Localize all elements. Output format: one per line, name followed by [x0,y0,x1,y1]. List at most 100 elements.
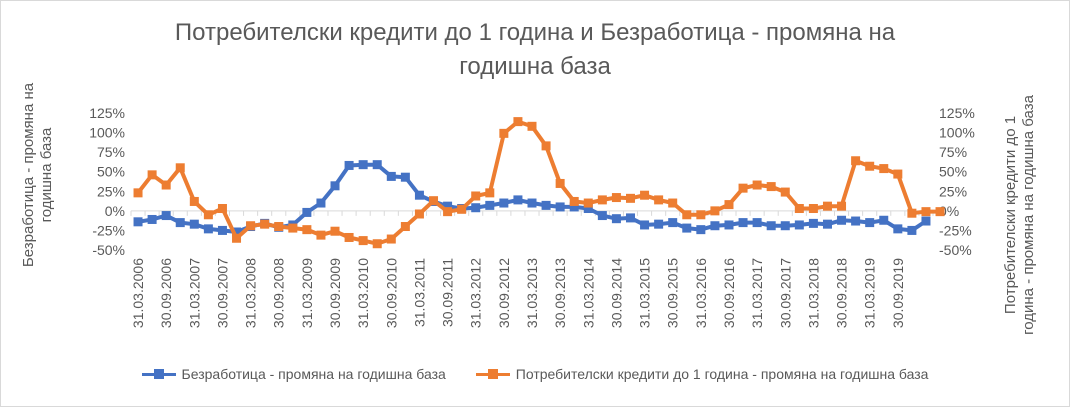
x-tick-label: 30.09.2018 [834,258,850,328]
series-marker-unemployment [203,224,213,234]
series-marker-unemployment [625,213,635,223]
series-marker-unemployment [921,216,931,226]
series-marker-consumer-credit [766,182,776,192]
series-marker-consumer-credit [808,204,818,214]
series-marker-consumer-credit [372,239,382,249]
series-marker-unemployment [696,225,706,235]
series-marker-unemployment [386,171,396,181]
series-marker-consumer-credit [597,195,607,205]
series-marker-consumer-credit [541,141,551,151]
series-marker-unemployment [161,211,171,221]
right-y-tick-label: 125% [939,105,975,121]
series-marker-consumer-credit [443,207,453,217]
series-marker-consumer-credit [232,233,242,243]
x-tick-label: 31.03.2018 [805,258,821,328]
series-marker-consumer-credit [724,200,734,210]
series-marker-unemployment [400,172,410,182]
x-tick-label: 30.09.2013 [552,258,568,328]
series-marker-consumer-credit [457,204,467,214]
x-tick-label: 31.03.2015 [637,258,653,328]
series-line-consumer-credit [136,119,940,246]
left-y-tick-label: 0% [105,203,125,219]
series-marker-consumer-credit [921,207,931,217]
series-marker-unemployment [851,216,861,226]
series-marker-unemployment [808,218,818,228]
series-marker-consumer-credit [175,163,185,173]
chart-legend: Безработица - промяна на годишна база По… [0,366,1070,382]
chart-title: Потребителски кредити до 1 година и Безр… [0,16,1070,84]
series-marker-unemployment [541,200,551,210]
x-tick-label: 30.09.2010 [383,258,399,328]
series-marker-consumer-credit [288,223,298,233]
series-marker-unemployment [232,227,242,237]
left-y-tick-label: 100% [89,125,125,141]
x-tick-label: 30.09.2008 [271,258,287,328]
series-marker-consumer-credit [302,225,312,235]
series-marker-unemployment [485,200,495,210]
series-marker-consumer-credit [794,204,804,214]
series-marker-consumer-credit [499,128,509,138]
x-tick-label: 30.09.2014 [608,258,624,328]
x-tick-label: 31.03.2019 [862,258,878,328]
series-marker-unemployment [583,204,593,214]
x-tick-label: 31.03.2008 [243,258,259,328]
series-marker-consumer-credit [203,210,213,220]
series-marker-unemployment [640,220,650,230]
right-y-tick-label: 25% [939,183,967,199]
x-tick-label: 30.09.2011 [440,258,456,327]
legend-marker-consumer-credit [487,369,498,379]
series-marker-consumer-credit [555,178,565,188]
series-marker-consumer-credit [330,226,340,236]
series-marker-consumer-credit [780,187,790,197]
x-tick-label: 30.09.2012 [496,258,512,328]
series-marker-unemployment [569,202,579,212]
series-marker-consumer-credit [358,236,368,246]
x-tick-label: 30.09.2016 [721,258,737,328]
chart-title-line-1: Потребителски кредити до 1 година и Безр… [174,19,896,46]
x-tick-label: 31.03.2013 [524,258,540,328]
series-marker-unemployment [654,219,664,229]
x-tick-label: 31.03.2017 [749,258,765,328]
series-marker-unemployment [527,198,537,208]
series-marker-unemployment [780,221,790,231]
series-marker-unemployment [175,218,185,228]
series-marker-consumer-credit [386,234,396,244]
series-line-unemployment [137,162,928,234]
legend-item-unemployment: Безработица - промяна на годишна база [141,366,446,382]
x-tick-label: 31.03.2011 [411,258,427,327]
series-marker-consumer-credit [133,188,143,198]
x-tick-label: 30.09.2009 [327,258,343,328]
series-marker-unemployment [555,202,565,212]
series-marker-consumer-credit [738,183,748,193]
x-tick-label: 31.03.2010 [355,258,371,328]
series-marker-consumer-credit [625,193,635,203]
series-marker-unemployment [668,218,678,228]
right-y-tick-label: 100% [939,125,975,141]
series-marker-consumer-credit [907,208,917,218]
series-marker-consumer-credit [513,117,523,127]
series-marker-unemployment [330,181,340,191]
right-y-tick-label: -25% [939,222,972,238]
series-marker-unemployment [471,203,481,213]
series-marker-unemployment [879,215,889,225]
left-y-tick-label: 25% [97,183,125,199]
series-marker-unemployment [611,214,621,224]
series-marker-consumer-credit [274,222,284,232]
series-marker-consumer-credit [822,201,832,211]
series-marker-unemployment [738,218,748,228]
x-tick-label: 30.09.2017 [777,258,793,328]
series-marker-unemployment [597,211,607,221]
series-marker-consumer-credit [837,201,847,211]
legend-swatch-unemployment [141,369,176,379]
series-marker-consumer-credit [147,170,157,180]
series-marker-consumer-credit [640,190,650,200]
series-marker-consumer-credit [696,210,706,220]
legend-swatch-consumer-credit [475,369,510,379]
series-marker-unemployment [865,218,875,228]
series-marker-consumer-credit [654,195,664,205]
series-marker-consumer-credit [217,204,227,214]
series-marker-consumer-credit [569,196,579,206]
series-marker-unemployment [358,160,368,170]
legend-marker-unemployment [153,369,164,379]
x-tick-label: 30.09.2015 [665,258,681,328]
